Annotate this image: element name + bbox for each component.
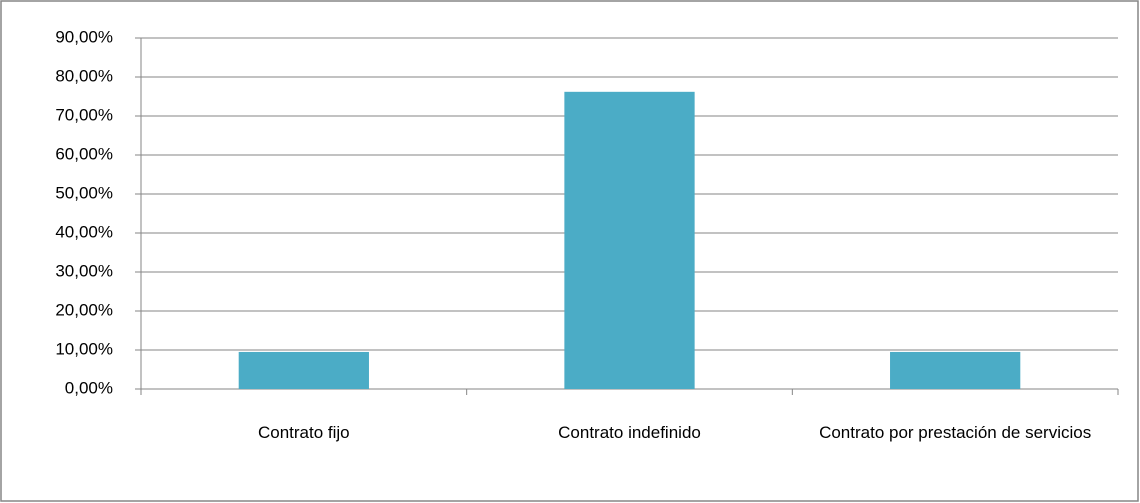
y-tick-label: 60,00% <box>55 144 113 163</box>
y-tick-label: 80,00% <box>55 66 113 85</box>
x-tick-label: Contrato por prestación de servicios <box>819 423 1092 442</box>
x-tick-label: Contrato indefinido <box>558 423 701 442</box>
y-tick-label: 70,00% <box>55 105 113 124</box>
x-tick-label: Contrato fijo <box>257 423 350 442</box>
y-tick-label: 50,00% <box>55 183 113 202</box>
bar <box>564 91 695 389</box>
y-tick-label: 40,00% <box>55 222 113 241</box>
bar <box>238 351 369 389</box>
bar <box>890 351 1021 389</box>
y-tick-label: 90,00% <box>55 27 113 46</box>
y-tick-label: 20,00% <box>55 300 113 319</box>
y-tick-label: 30,00% <box>55 261 113 280</box>
y-tick-label: 0,00% <box>65 378 113 397</box>
y-tick-label: 10,00% <box>55 339 113 358</box>
